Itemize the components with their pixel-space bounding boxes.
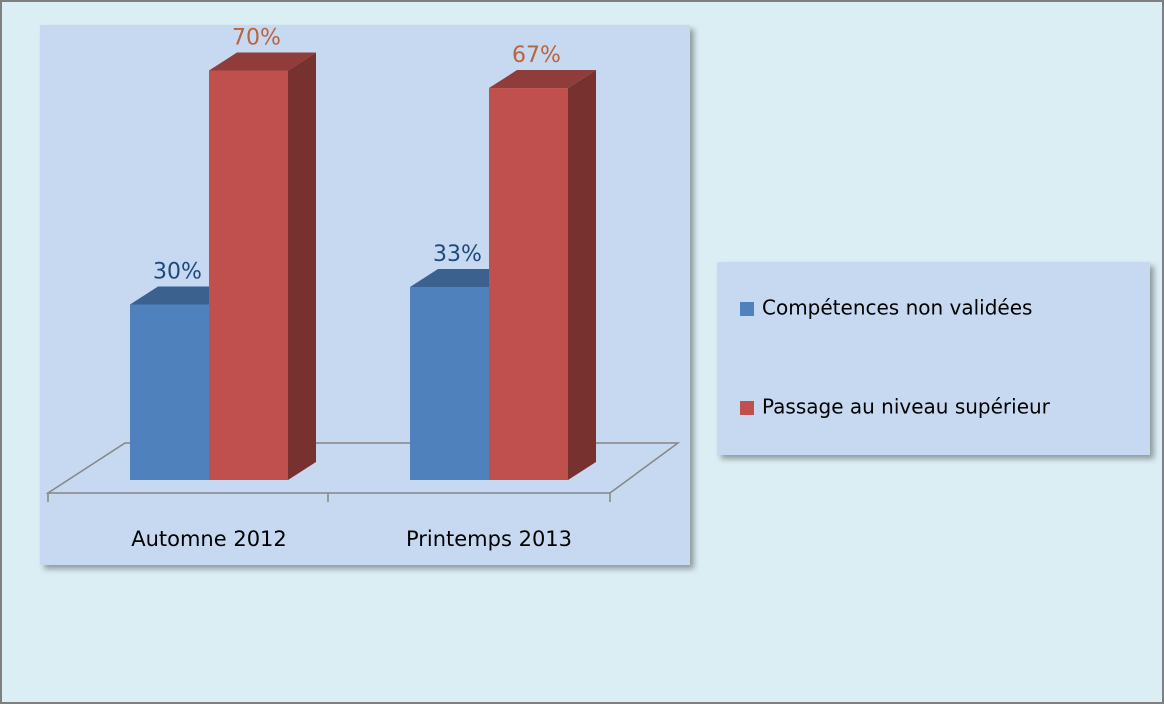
bar-top <box>489 70 596 89</box>
x-tick-label: Printemps 2013 <box>406 527 572 551</box>
legend-swatch <box>740 401 754 415</box>
bar <box>130 304 209 480</box>
bar-side <box>568 70 596 481</box>
bar-side <box>288 52 316 480</box>
legend-box <box>717 262 1150 455</box>
data-label: 30% <box>153 260 202 285</box>
bar <box>209 70 288 480</box>
floor <box>45 442 681 494</box>
bar <box>489 88 568 481</box>
legend-swatch <box>740 302 754 316</box>
legend-label: Passage au niveau supérieur <box>762 395 1051 419</box>
bar-top <box>209 52 316 71</box>
data-label: 70% <box>232 26 281 51</box>
legend-label: Compétences non validées <box>762 296 1032 320</box>
x-tick-label: Automne 2012 <box>131 527 287 551</box>
data-label: 33% <box>433 242 482 267</box>
bar <box>410 286 489 480</box>
data-label: 67% <box>512 43 561 68</box>
